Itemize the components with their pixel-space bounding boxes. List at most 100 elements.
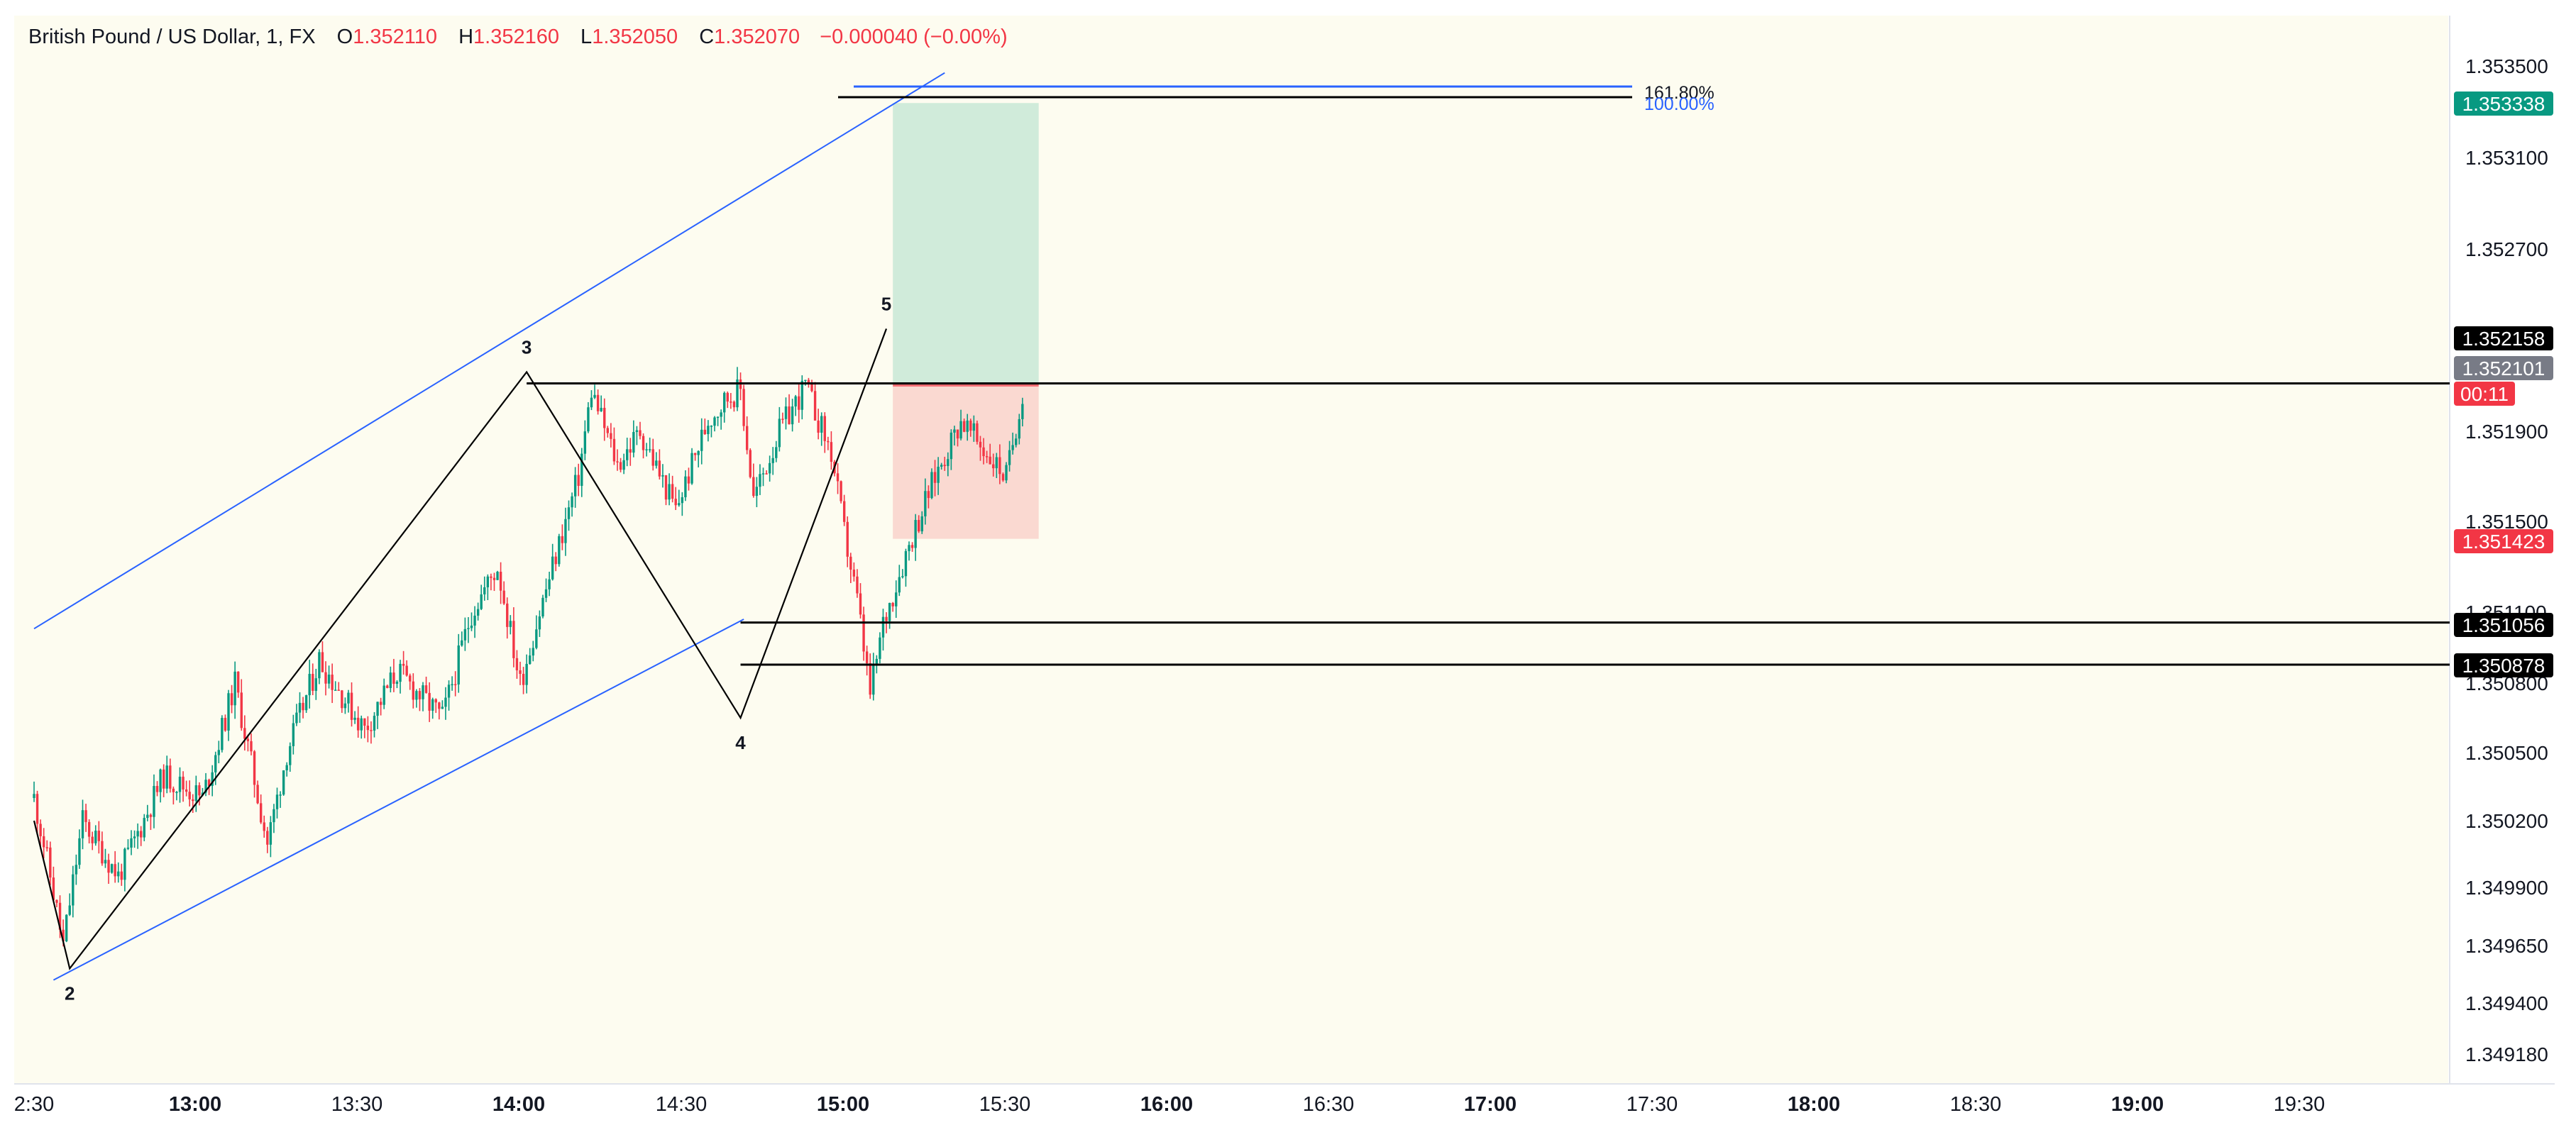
candle-body <box>185 789 188 792</box>
candle-body <box>612 438 616 462</box>
channel-upper-line <box>33 72 945 630</box>
drawings[interactable]: 2 3 4 5 161.80%100.00% <box>33 72 2450 1004</box>
time-tick-label: 16:30 <box>1303 1093 1355 1116</box>
candle-body <box>693 453 697 455</box>
candle-body <box>678 503 681 506</box>
candle-body <box>697 450 700 455</box>
candle-body <box>918 520 920 532</box>
candle-body <box>143 818 145 838</box>
close-label: C <box>699 26 715 48</box>
candle-body <box>376 702 379 716</box>
price-tick-label: 1.351900 <box>2465 421 2548 443</box>
price-tag-label: 00:11 <box>2460 383 2509 405</box>
candle-body <box>84 810 87 822</box>
candle-body <box>953 429 956 433</box>
candle-body <box>467 628 470 629</box>
candle-body <box>418 691 422 699</box>
candle-body <box>626 449 629 460</box>
candle-body <box>447 685 451 698</box>
candle-body <box>587 407 590 432</box>
candle-body <box>745 426 749 450</box>
candle-body <box>784 406 788 419</box>
candle-body <box>632 432 635 453</box>
plot-background[interactable] <box>14 16 2448 1084</box>
candle-body <box>610 433 612 439</box>
candle-body <box>541 597 544 617</box>
candle-body <box>65 914 68 941</box>
candle-body <box>194 785 198 802</box>
time-tick-label: 19:00 <box>2111 1093 2164 1116</box>
candle-body <box>544 589 548 598</box>
channel-lower-line <box>53 619 744 981</box>
candle-body <box>68 905 71 915</box>
candle-body <box>927 491 930 499</box>
fib-label-161: 161.80% <box>1644 83 1714 103</box>
candle-body <box>962 421 966 432</box>
candle-body <box>453 684 457 686</box>
candle-body <box>39 824 42 836</box>
candle-body <box>716 416 720 419</box>
candle-body <box>492 577 496 580</box>
candle-body <box>463 628 467 641</box>
candle-body <box>732 401 736 408</box>
candle-body <box>622 460 625 470</box>
candle-body <box>532 648 534 656</box>
price-tag <box>2454 613 2553 637</box>
candle-body <box>370 730 373 731</box>
candle-body <box>580 453 583 486</box>
candle-body <box>807 379 810 383</box>
candle-body <box>434 699 437 703</box>
candle-body <box>214 755 217 772</box>
candle-body <box>998 457 1001 475</box>
candle-body <box>596 394 600 411</box>
candle-body <box>476 609 480 616</box>
candle-body <box>512 621 515 658</box>
candle-body <box>457 645 460 685</box>
candle-body <box>736 379 739 408</box>
candle-body <box>910 545 914 548</box>
fib-label-100: 100.00% <box>1644 94 1714 114</box>
candle-body <box>140 831 143 838</box>
time-tick-label: 17:00 <box>1464 1093 1517 1116</box>
candle-body <box>992 464 995 469</box>
candle-body <box>275 794 279 809</box>
candle-body <box>422 685 424 699</box>
candle-body <box>720 412 722 417</box>
candle-body <box>775 447 778 458</box>
candle-body <box>117 871 120 877</box>
candle-body <box>250 741 253 752</box>
candle-body <box>687 476 690 484</box>
candle-body <box>133 836 136 838</box>
candle-body <box>791 406 794 425</box>
candle-body <box>146 814 149 819</box>
candle-body <box>120 871 123 880</box>
candle-body <box>162 769 165 789</box>
candle-body <box>830 442 833 462</box>
candle-body <box>337 689 340 691</box>
candle-body <box>153 786 155 817</box>
candle-body <box>289 746 292 765</box>
candle-body <box>240 692 243 728</box>
candle-body <box>768 462 771 474</box>
candle-body <box>483 587 486 594</box>
candle-body <box>91 836 94 843</box>
candle-body <box>499 572 502 591</box>
candle-body <box>901 576 904 577</box>
candle-body <box>302 702 304 711</box>
candle-body <box>535 629 538 648</box>
candle-body <box>590 397 593 408</box>
time-tick-label: 13:30 <box>331 1093 383 1116</box>
candle-body <box>969 420 972 431</box>
candle-body <box>334 689 337 691</box>
candle-body <box>940 465 943 467</box>
candle-body <box>130 838 133 848</box>
candle-body <box>755 487 759 497</box>
wave-polyline <box>33 328 888 970</box>
candle-body <box>872 664 875 695</box>
candle-body <box>661 475 664 477</box>
price-tick-label: 1.349900 <box>2465 877 2548 899</box>
candle-body <box>619 462 622 470</box>
candle-body <box>898 577 901 593</box>
